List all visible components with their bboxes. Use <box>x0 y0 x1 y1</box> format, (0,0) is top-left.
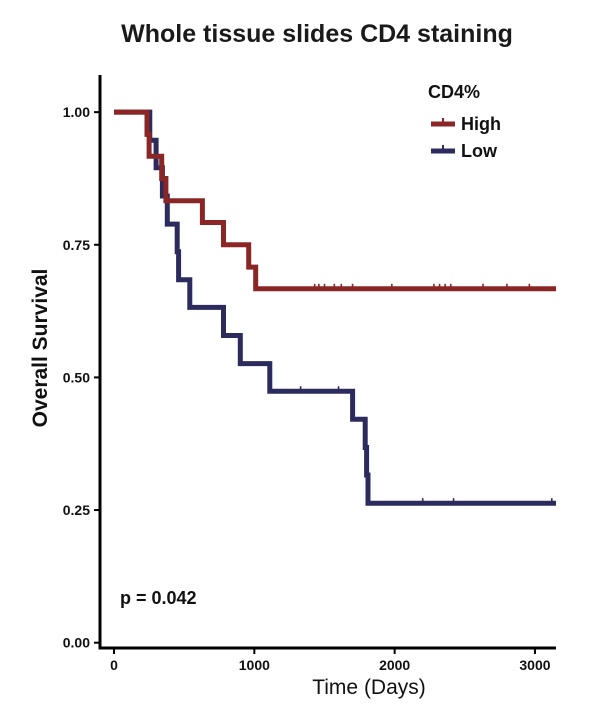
y-tick-label: 0.25 <box>63 502 90 518</box>
x-axis-ticks: 0 1000 2000 3000 <box>110 648 551 673</box>
legend: CD4% High Low <box>428 82 501 161</box>
y-axis-label: Overall Survival <box>29 269 52 428</box>
x-tick-label: 0 <box>110 657 118 673</box>
x-tick-label: 2000 <box>379 657 410 673</box>
y-tick-label: 1.00 <box>63 104 90 120</box>
x-axis-label: Time (Days) <box>312 676 426 699</box>
x-tick-label: 3000 <box>519 657 550 673</box>
legend-title: CD4% <box>428 82 480 102</box>
survival-curve-high <box>114 109 556 292</box>
x-tick-label: 1000 <box>239 657 270 673</box>
chart-title: Whole tissue slides CD4 staining <box>121 20 513 48</box>
p-value-annotation: p = 0.042 <box>120 588 197 608</box>
legend-label: High <box>461 114 501 134</box>
y-tick-label: 0.50 <box>63 369 90 385</box>
y-tick-label: 0.75 <box>63 237 90 253</box>
survival-curve-low <box>114 109 556 506</box>
legend-items: High Low <box>431 114 501 161</box>
y-tick-label: 0.00 <box>63 635 90 651</box>
legend-item-high: High <box>431 114 501 134</box>
plot-area <box>114 109 556 506</box>
legend-item-low: Low <box>431 141 498 161</box>
y-axis-ticks: 0.00 0.25 0.50 0.75 1.00 <box>63 104 100 651</box>
legend-label: Low <box>461 141 498 161</box>
